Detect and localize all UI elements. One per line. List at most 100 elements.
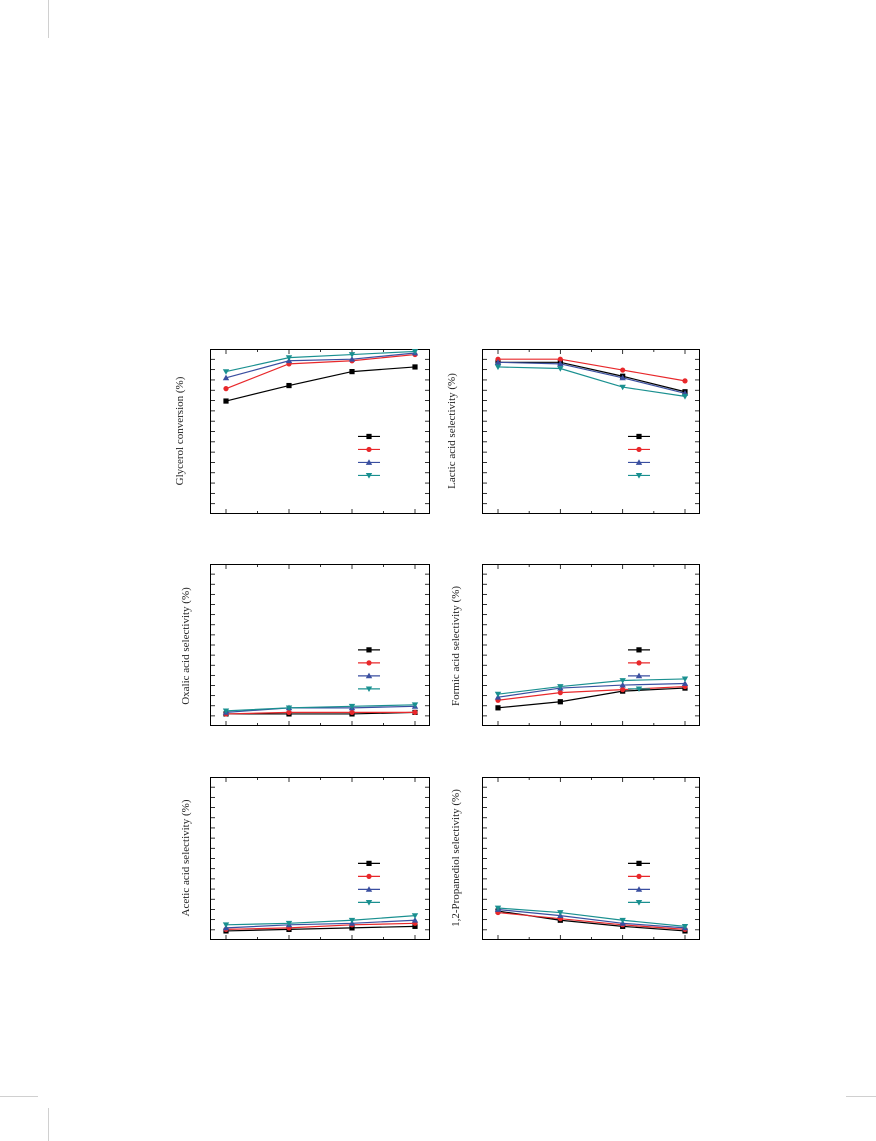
- data-point-series-4: [285, 705, 293, 712]
- legend-marker-series-3: [365, 672, 373, 679]
- data-point-series-4: [285, 355, 293, 361]
- data-point-series-2: [620, 367, 626, 373]
- chart-panel-oxalic-acid-selectivity: [210, 564, 430, 726]
- series-line-1: [498, 361, 686, 393]
- series-line-4: [497, 678, 686, 695]
- data-point-series-4: [557, 684, 564, 690]
- data-point-series-4: [494, 364, 502, 371]
- legend-marker-series-2: [636, 446, 642, 453]
- legend-marker-series-4: [365, 473, 373, 479]
- chart-panel-acetic-acid-selectivity: [210, 777, 430, 940]
- legend-marker-series-2: [366, 873, 372, 879]
- legend-marker-series-4: [635, 899, 643, 906]
- data-point-series-2: [557, 356, 563, 362]
- data-point-series-2: [223, 386, 229, 392]
- data-point-series-4: [494, 905, 502, 912]
- data-point-series-2: [349, 709, 355, 715]
- legend-marker-series-3: [365, 886, 373, 892]
- data-point-series-3: [222, 374, 230, 381]
- data-point-series-3: [411, 917, 419, 923]
- data-point-series-3: [619, 681, 626, 688]
- legend-marker-series-4: [635, 473, 643, 479]
- legend-marker-series-3: [635, 886, 643, 892]
- data-point-series-3: [619, 374, 626, 381]
- legend-marker-series-2: [366, 660, 372, 666]
- chart-panel-propanediol-selectivity: [482, 777, 700, 940]
- series-line-4: [225, 350, 416, 373]
- data-point-series-4: [285, 920, 293, 927]
- plot-frame: [210, 349, 430, 514]
- chart-propanediol-selectivity: [482, 777, 700, 940]
- data-point-series-1: [495, 705, 501, 711]
- series-line-1: [225, 366, 416, 402]
- data-point-series-4: [411, 349, 419, 355]
- series-line-4: [225, 704, 416, 712]
- data-point-series-4: [222, 922, 230, 929]
- legend-marker-series-4: [365, 686, 373, 693]
- data-point-series-4: [619, 917, 626, 924]
- crop-mark-bottom-left: [48, 1108, 49, 1141]
- data-point-series-4: [222, 369, 230, 375]
- data-point-series-1: [412, 364, 418, 370]
- chart-acetic-acid-selectivity: [210, 777, 430, 940]
- series-line-2: [225, 353, 416, 390]
- ylabel-glycerol-conversion: Glycerol conversion (%): [174, 376, 186, 486]
- crop-mark-right-edge: [846, 1096, 876, 1097]
- data-point-series-4: [557, 366, 564, 372]
- data-point-series-2: [557, 690, 563, 696]
- legend-marker-series-3: [365, 459, 373, 465]
- ylabel-oxalic-acid-selectivity: Oxalic acid selectivity (%): [180, 587, 192, 705]
- chart-glycerol-conversion: [210, 349, 430, 514]
- series-line-1: [497, 910, 686, 932]
- series-line-3: [497, 908, 686, 929]
- series-line-3: [497, 682, 686, 698]
- series-line-4: [225, 915, 416, 926]
- data-point-series-3: [681, 680, 689, 686]
- series-line-3: [225, 919, 416, 929]
- data-point-series-4: [348, 703, 356, 710]
- series-line-2: [497, 685, 686, 701]
- data-point-series-4: [348, 352, 356, 358]
- data-point-series-1: [349, 369, 355, 375]
- data-point-series-2: [682, 378, 688, 384]
- plot-frame: [482, 349, 700, 514]
- legend-marker-series-1: [366, 647, 372, 653]
- legend-marker-series-2: [366, 446, 372, 453]
- series-line-4: [497, 366, 686, 397]
- chart-formic-acid-selectivity: [482, 564, 700, 726]
- legend-marker-series-3: [635, 672, 643, 679]
- legend-marker-series-4: [365, 899, 373, 906]
- series-line-3: [225, 352, 416, 379]
- data-point-series-4: [619, 384, 626, 391]
- data-point-series-2: [286, 709, 292, 715]
- chart-oxalic-acid-selectivity: [210, 564, 430, 726]
- data-point-series-3: [557, 360, 564, 367]
- series-line-2: [225, 711, 415, 715]
- series-line-1: [497, 687, 686, 709]
- series-line-2: [225, 922, 416, 931]
- data-point-series-4: [411, 913, 419, 919]
- series-line-1: [225, 925, 416, 932]
- data-point-series-1: [412, 923, 418, 929]
- plot-frame: [210, 564, 430, 726]
- legend-marker-series-1: [636, 647, 642, 653]
- series-line-2: [497, 911, 686, 931]
- data-point-series-2: [620, 687, 626, 693]
- plot-frame: [482, 564, 700, 726]
- series-line-4: [497, 907, 686, 927]
- chart-panel-lactic-acid-selectivity: [482, 349, 700, 514]
- series-line-1: [226, 711, 416, 715]
- plot-frame: [210, 777, 430, 940]
- data-point-series-4: [681, 676, 689, 683]
- series-line-2: [498, 358, 686, 382]
- data-point-series-4: [619, 678, 626, 684]
- data-point-series-3: [494, 359, 502, 365]
- chart-panel-glycerol-conversion: [210, 349, 430, 514]
- legend-marker-series-2: [636, 873, 642, 879]
- legend-marker-series-1: [636, 860, 642, 866]
- ylabel-lactic-acid-selectivity: Lactic acid selectivity (%): [446, 373, 458, 489]
- series-line-3: [225, 705, 416, 713]
- data-point-series-4: [222, 708, 230, 715]
- legend-marker-series-1: [636, 433, 642, 440]
- chart-panel-formic-acid-selectivity: [482, 564, 700, 726]
